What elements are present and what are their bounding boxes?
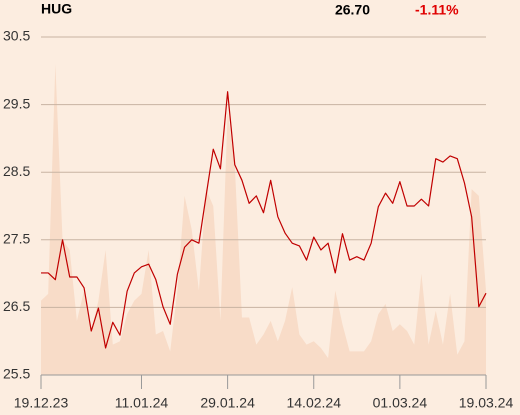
ticker: HUG bbox=[41, 1, 72, 17]
y-tick-label: 30.5 bbox=[3, 28, 30, 44]
y-tick-label: 26.5 bbox=[3, 298, 30, 314]
price-line bbox=[41, 91, 487, 349]
x-tick-label: 19.03.24 bbox=[459, 395, 514, 411]
y-tick-label: 28.5 bbox=[3, 163, 30, 179]
y-tick-label: 29.5 bbox=[3, 95, 30, 111]
last-price: 26.70 bbox=[335, 2, 370, 18]
x-tick-label: 29.01.24 bbox=[200, 395, 255, 411]
x-tick-label: 19.12.23 bbox=[14, 395, 69, 411]
price-change: -1.11% bbox=[415, 2, 459, 18]
x-tick-label: 14.02.24 bbox=[286, 395, 341, 411]
y-tick-label: 25.5 bbox=[3, 366, 30, 382]
x-tick-label: 01.03.24 bbox=[373, 395, 428, 411]
y-tick-label: 27.5 bbox=[3, 231, 30, 247]
x-tick-label: 11.01.24 bbox=[115, 395, 169, 411]
volume-area bbox=[41, 64, 486, 375]
